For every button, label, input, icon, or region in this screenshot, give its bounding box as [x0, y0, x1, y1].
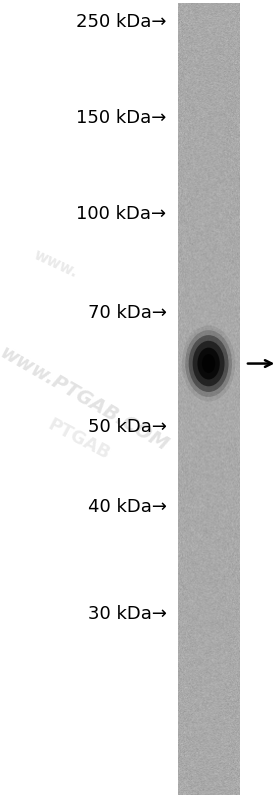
Text: 70 kDa→: 70 kDa→	[88, 304, 167, 322]
Bar	[178, 4, 239, 795]
Text: 40 kDa→: 40 kDa→	[88, 499, 167, 516]
Ellipse shape	[197, 348, 220, 380]
Ellipse shape	[189, 335, 228, 392]
Ellipse shape	[182, 326, 235, 401]
Text: www.PTGAB.COM: www.PTGAB.COM	[0, 344, 172, 455]
Text: www.: www.	[32, 247, 80, 280]
Ellipse shape	[193, 340, 225, 387]
Text: 30 kDa→: 30 kDa→	[88, 605, 167, 622]
Text: 150 kDa→: 150 kDa→	[76, 109, 167, 127]
Ellipse shape	[202, 354, 215, 373]
Text: PTGAB: PTGAB	[44, 415, 113, 463]
Text: 50 kDa→: 50 kDa→	[88, 419, 167, 436]
Ellipse shape	[185, 330, 232, 397]
Text: 250 kDa→: 250 kDa→	[76, 14, 167, 31]
Text: 100 kDa→: 100 kDa→	[76, 205, 167, 223]
